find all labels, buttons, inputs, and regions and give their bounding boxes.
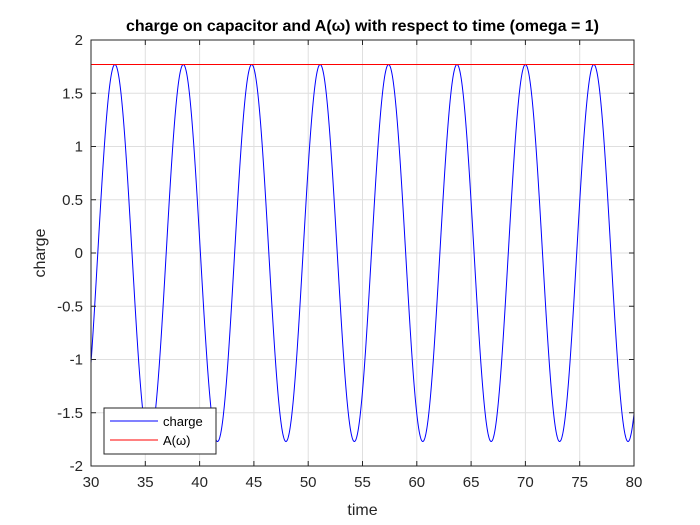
tick-layer	[90, 39, 635, 467]
x-tick-label: 55	[354, 474, 371, 491]
x-tick-label: 40	[191, 474, 208, 491]
x-tick-label: 80	[626, 474, 643, 491]
y-tick-label: 1	[75, 139, 83, 156]
x-tick-label: 30	[83, 474, 100, 491]
y-axis-label: charge	[32, 228, 49, 277]
x-axis-label: time	[347, 502, 377, 519]
legend-box	[103, 407, 217, 455]
legend-label-charge: charge	[163, 414, 203, 429]
y-tick-labels: -2 -1.5 -1 -0.5 0 0.5 1 1.5 2	[57, 32, 83, 475]
y-tick-label: -1	[70, 352, 83, 369]
x-tick-label: 75	[571, 474, 588, 491]
y-tick-label: -2	[70, 458, 83, 475]
x-tick-labels: 30 35 40 45 50 55 60 65 70 75 80	[83, 474, 643, 491]
x-tick-label: 35	[137, 474, 154, 491]
legend: charge A(ω)	[103, 407, 217, 455]
y-tick-label: -1.5	[57, 405, 83, 422]
y-tick-label: 1.5	[62, 85, 83, 102]
chart-title: charge on capacitor and A(ω) with respec…	[126, 18, 599, 35]
x-tick-label: 70	[517, 474, 534, 491]
y-tick-label: 0.5	[62, 192, 83, 209]
y-tick-label: -0.5	[57, 298, 83, 315]
legend-label-amplitude: A(ω)	[163, 433, 190, 448]
x-tick-label: 50	[300, 474, 317, 491]
series-line-charge	[90, 63, 635, 442]
series-layer	[90, 63, 635, 442]
y-tick-label: 0	[75, 245, 83, 262]
x-tick-label: 45	[246, 474, 263, 491]
y-tick-label: 2	[75, 32, 83, 49]
x-tick-label: 65	[463, 474, 480, 491]
x-tick-label: 60	[408, 474, 425, 491]
